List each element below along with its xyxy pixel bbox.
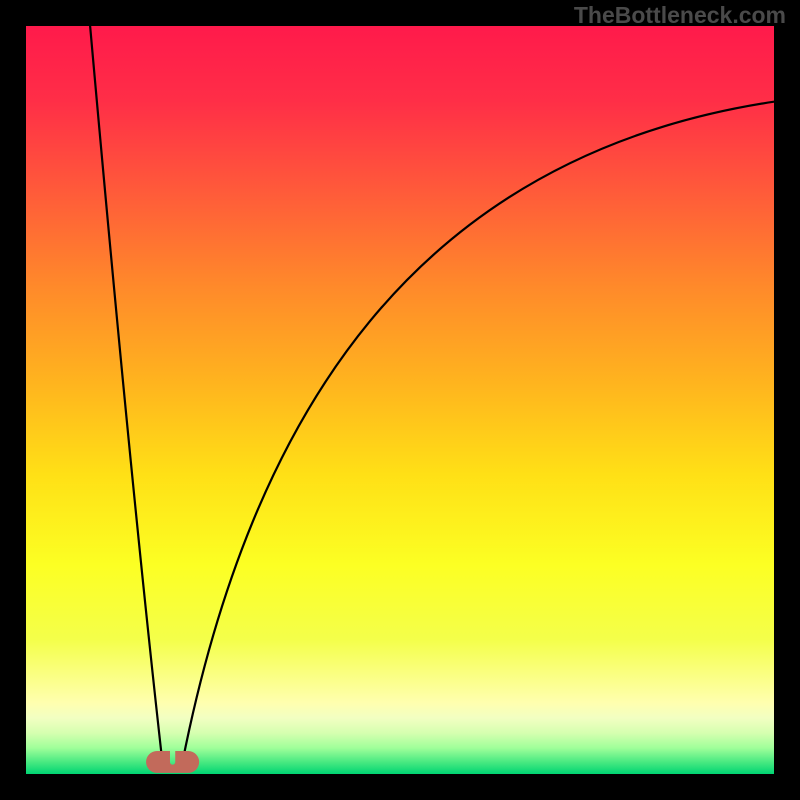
attribution-text: TheBottleneck.com (574, 2, 786, 29)
plot-area (26, 26, 774, 774)
gradient-background (26, 26, 774, 774)
chart-svg (26, 26, 774, 774)
